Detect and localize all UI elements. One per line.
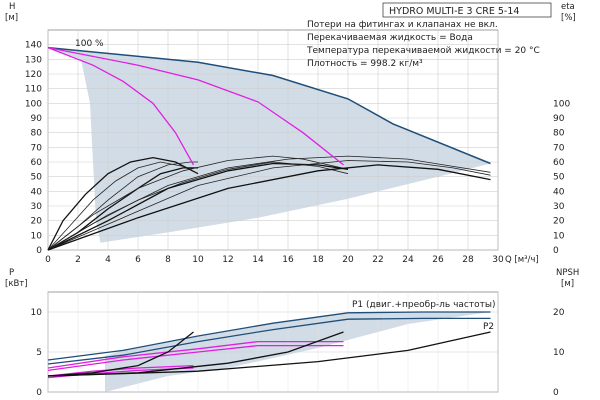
note-line-1: Потери на фитингах и клапанах не вкл. (307, 20, 498, 30)
npsh-tick-label: 10 (553, 348, 565, 358)
eta-axis-unit: [%] (561, 13, 576, 23)
h-tick-label: 10 (31, 231, 43, 241)
efficiency-curves (47, 155, 491, 251)
eta-axis-ticks: 0 10 20 30 40 50 60 70 80 90 100 (553, 99, 570, 256)
power-curve-P1-max (47, 311, 491, 361)
h-tick-label: 0 (36, 246, 42, 256)
efficiency-curve-eta-1b (47, 161, 199, 251)
p-axis-ticks: 0 5 10 (31, 308, 43, 398)
p-tick-label: 0 (36, 388, 42, 398)
h-tick-label: 100 (25, 99, 42, 109)
eta-tick-label: 10 (553, 231, 565, 241)
q-tick-label: 0 (45, 255, 51, 265)
npsh-axis-ticks: 0 10 20 (553, 308, 565, 398)
q-tick-label: 14 (252, 255, 264, 265)
npsh-tick-label: 20 (553, 308, 565, 318)
efficiency-curve-eta-3c (47, 164, 491, 251)
h-tick-label: 20 (31, 217, 43, 227)
eta-tick-label: 80 (553, 129, 565, 139)
p-axis-unit: [кВт] (5, 279, 28, 289)
model-title-box (382, 2, 552, 18)
legend-p2: P2 (483, 322, 494, 332)
q-tick-label: 2 (75, 255, 81, 265)
eta-tick-label: 0 (553, 246, 559, 256)
h-axis-label: H (9, 2, 15, 12)
head-curve-double-pump (47, 46, 344, 166)
power-curve-P1-double-b (47, 344, 344, 372)
q-axis-ticks: 0 2 4 6 8 10 12 14 16 18 20 22 24 26 28 30 (45, 255, 504, 265)
q-tick-label: 20 (342, 255, 354, 265)
h-tick-label: 60 (31, 158, 43, 168)
power-curves (47, 311, 491, 379)
p-tick-label: 5 (36, 348, 42, 358)
npsh-axis-unit: [м] (561, 279, 574, 289)
h-tick-label: 90 (31, 114, 43, 124)
npsh-tick-label: 0 (553, 388, 559, 398)
h-tick-label: 130 (25, 55, 42, 65)
efficiency-curve-eta-1a (47, 156, 199, 251)
eta-tick-label: 30 (553, 202, 565, 212)
eta-tick-label: 40 (553, 187, 565, 197)
q-tick-label: 18 (312, 255, 324, 265)
h-axis-ticks: 0 10 20 30 40 50 60 70 80 90 100 110 120 130 140 (25, 41, 42, 256)
eta-tick-label: 100 (553, 99, 570, 109)
h-axis-unit: [м] (5, 13, 18, 23)
legend-p1: P1 (двиг.+преобр-ль частоты) (352, 300, 496, 310)
eta-tick-label: 50 (553, 173, 565, 183)
eta-axis-label: eta (561, 2, 575, 12)
head-curve-single-pump (47, 46, 195, 166)
npsh-curve-npsh-3 (47, 331, 491, 377)
note-line-4: Плотность = 998.2 кг/м³ (307, 59, 423, 69)
q-axis-label: Q [м³/ч] (505, 255, 539, 265)
efficiency-curve-eta-2b (47, 161, 349, 251)
h-tick-label: 40 (31, 187, 43, 197)
q-tick-label: 10 (192, 255, 204, 265)
h-tick-label: 70 (31, 143, 43, 153)
note-line-2: Перекачиваемая жидкость = Вода (307, 33, 473, 43)
npsh-curves (47, 331, 491, 377)
h-tick-label: 110 (25, 85, 42, 95)
efficiency-curve-eta-3b (47, 160, 491, 251)
head-curves (47, 46, 491, 166)
efficiency-curve-eta-3a (47, 155, 491, 251)
q-tick-label: 22 (372, 255, 383, 265)
power-curve-P1-double-a (47, 340, 344, 369)
speed-label: 100 % (75, 39, 104, 49)
q-tick-label: 28 (462, 255, 474, 265)
npsh-curve-npsh-1 (47, 331, 194, 377)
h-tick-label: 120 (25, 70, 42, 80)
q-tick-label: 8 (165, 255, 171, 265)
q-tick-label: 4 (105, 255, 111, 265)
p-axis-label: P (9, 268, 14, 278)
eta-tick-label: 60 (553, 158, 565, 168)
q-tick-label: 12 (222, 255, 233, 265)
npsh-axis-label: NPSH (556, 268, 579, 278)
h-tick-label: 80 (31, 129, 43, 139)
note-line-3: Температура перекачиваемой жидкости = 20… (306, 46, 540, 56)
q-tick-label: 24 (402, 255, 414, 265)
p-tick-label: 10 (31, 308, 43, 318)
head-curve-max-head (47, 46, 491, 165)
h-tick-label: 50 (31, 173, 43, 183)
q-tick-label: 30 (492, 255, 504, 265)
power-curve-P2-max (47, 317, 491, 365)
h-tick-label: 30 (31, 202, 43, 212)
eta-tick-label: 20 (553, 217, 565, 227)
model-title: HYDRO MULTI-E 3 CRE 5-14 (389, 6, 519, 17)
q-tick-label: 6 (135, 255, 141, 265)
eta-tick-label: 70 (553, 143, 565, 153)
head-efficiency-panel: 0 2 4 6 8 10 12 14 16 18 20 22 24 26 28 30 010203040506… (5, 2, 576, 265)
eta-tick-label: 90 (553, 114, 565, 124)
top-grid (47, 30, 499, 251)
q-tick-label: 16 (282, 255, 294, 265)
q-tick-label: 26 (432, 255, 444, 265)
power-npsh-panel: 0 5 10 0 10 20 P [кВт] NPSH [м] P1 (двиг.+пр… (5, 268, 579, 398)
efficiency-curve-eta-2c (47, 162, 349, 251)
h-tick-label: 140 (25, 41, 42, 51)
